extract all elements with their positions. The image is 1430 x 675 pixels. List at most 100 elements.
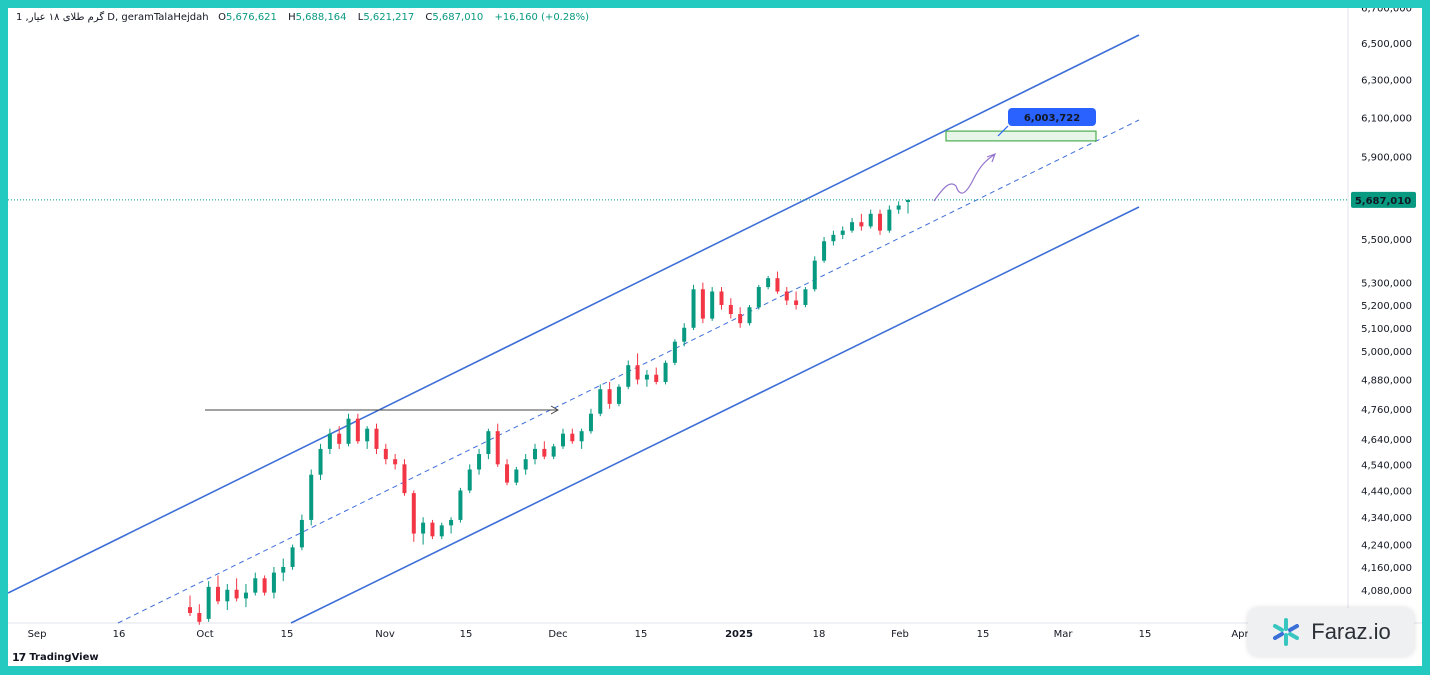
candle-body[interactable] <box>850 222 855 231</box>
price-tick-label: 6,700,000 <box>1361 8 1412 14</box>
channel-upper-line[interactable] <box>8 34 1140 594</box>
candle-body[interactable] <box>243 592 248 599</box>
target-price-badge[interactable] <box>1008 108 1096 126</box>
candle-body[interactable] <box>411 493 416 534</box>
candle-body[interactable] <box>803 289 808 305</box>
candle-body[interactable] <box>635 365 640 380</box>
candle-body[interactable] <box>906 199 910 203</box>
candle-body[interactable] <box>197 613 202 622</box>
candle-body[interactable] <box>598 389 603 414</box>
candle-body[interactable] <box>887 209 892 231</box>
candle-body[interactable] <box>607 389 612 404</box>
projection-path[interactable] <box>933 154 995 202</box>
candle-body[interactable] <box>784 291 789 301</box>
candle-body[interactable] <box>327 433 332 449</box>
candle-body[interactable] <box>812 260 817 290</box>
candle-body[interactable] <box>794 300 799 305</box>
candle-body[interactable] <box>421 522 426 534</box>
candle-body[interactable] <box>616 386 621 404</box>
candle-body[interactable] <box>206 586 211 619</box>
candle-body[interactable] <box>672 341 677 363</box>
candle-body[interactable] <box>430 522 435 537</box>
candle-body[interactable] <box>514 469 519 483</box>
candle-body[interactable] <box>439 525 444 537</box>
candle-body[interactable] <box>271 572 276 593</box>
candle-body[interactable] <box>318 448 323 475</box>
price-tick-label: 4,340,000 <box>1361 513 1412 524</box>
candle-body[interactable] <box>663 362 668 382</box>
candle-body[interactable] <box>710 291 715 319</box>
close-value: 5,687,010 <box>432 12 484 23</box>
candle-body[interactable] <box>859 222 864 227</box>
candle-body[interactable] <box>766 278 771 288</box>
candle-body[interactable] <box>533 448 538 460</box>
candle-body[interactable] <box>402 464 407 494</box>
candle-body[interactable] <box>560 433 565 447</box>
candle-body[interactable] <box>644 374 649 380</box>
candle-body[interactable] <box>626 365 631 387</box>
candle-body[interactable] <box>458 490 463 520</box>
symbol-label[interactable]: 1 ,گرم طلای ۱۸ عیار D, geramTalaHejdah <box>16 12 209 23</box>
price-tick-label: 4,640,000 <box>1361 435 1412 446</box>
price-tick-label: 5,000,000 <box>1361 347 1412 358</box>
tradingview-label: TradingView <box>29 652 99 663</box>
time-tick-label: 15 <box>1139 629 1152 640</box>
candle-body[interactable] <box>355 418 360 442</box>
candle-body[interactable] <box>505 464 510 483</box>
candle-body[interactable] <box>365 428 370 442</box>
candle-body[interactable] <box>495 431 500 465</box>
candle-body[interactable] <box>747 307 752 324</box>
time-tick-label: 16 <box>113 629 126 640</box>
high-label: H <box>288 12 296 23</box>
candle-body[interactable] <box>215 586 220 602</box>
candle-body[interactable] <box>878 213 883 231</box>
candle-body[interactable] <box>775 278 780 292</box>
candle-body[interactable] <box>374 428 379 449</box>
candle-body[interactable] <box>486 431 491 455</box>
candle-body[interactable] <box>299 519 304 548</box>
candle-body[interactable] <box>188 607 192 613</box>
candle-body[interactable] <box>523 459 528 470</box>
candle-body[interactable] <box>542 448 547 457</box>
time-tick-label: 15 <box>281 629 294 640</box>
candle-body[interactable] <box>654 374 659 382</box>
candle-body[interactable] <box>234 589 239 599</box>
target-zone-box[interactable] <box>945 130 1097 142</box>
time-tick-label: Oct <box>196 629 213 640</box>
candle-body[interactable] <box>700 289 705 319</box>
candle-body[interactable] <box>588 413 593 432</box>
candle-body[interactable] <box>756 287 761 308</box>
candle-body[interactable] <box>393 459 398 465</box>
candle-body[interactable] <box>309 474 314 520</box>
candle-body[interactable] <box>225 589 230 602</box>
candle-body[interactable] <box>738 314 743 324</box>
candle-body[interactable] <box>822 241 827 261</box>
arrow-head-icon <box>550 405 560 415</box>
price-chart[interactable]: 6,700,000 6,500,000 6,300,000 6,100,000 5,90… <box>8 8 1422 666</box>
candle-body[interactable] <box>691 289 696 328</box>
candle-body[interactable] <box>551 446 556 457</box>
time-tick-label: 18 <box>813 629 826 640</box>
candle-body[interactable] <box>728 304 733 315</box>
candle-body[interactable] <box>477 454 482 470</box>
candle-body[interactable] <box>346 418 351 444</box>
candle-body[interactable] <box>449 519 454 526</box>
candle-body[interactable] <box>570 433 575 442</box>
candle-body[interactable] <box>383 448 388 460</box>
candle-body[interactable] <box>281 566 286 573</box>
candle-body[interactable] <box>682 327 687 342</box>
candle-body[interactable] <box>831 234 836 242</box>
candle-body[interactable] <box>337 433 342 444</box>
candle-body[interactable] <box>262 578 267 593</box>
channel-lower-line[interactable] <box>290 206 1140 624</box>
open-value: 5,676,621 <box>226 12 277 23</box>
candle-body[interactable] <box>840 230 845 235</box>
candle-body[interactable] <box>467 469 472 491</box>
candle-body[interactable] <box>290 547 295 567</box>
tradingview-logo[interactable]: 17 TradingView <box>12 651 99 664</box>
candle-body[interactable] <box>719 291 724 305</box>
candle-body[interactable] <box>253 578 258 593</box>
candle-body[interactable] <box>868 213 873 227</box>
candle-body[interactable] <box>579 431 584 442</box>
candle-body[interactable] <box>896 205 901 210</box>
